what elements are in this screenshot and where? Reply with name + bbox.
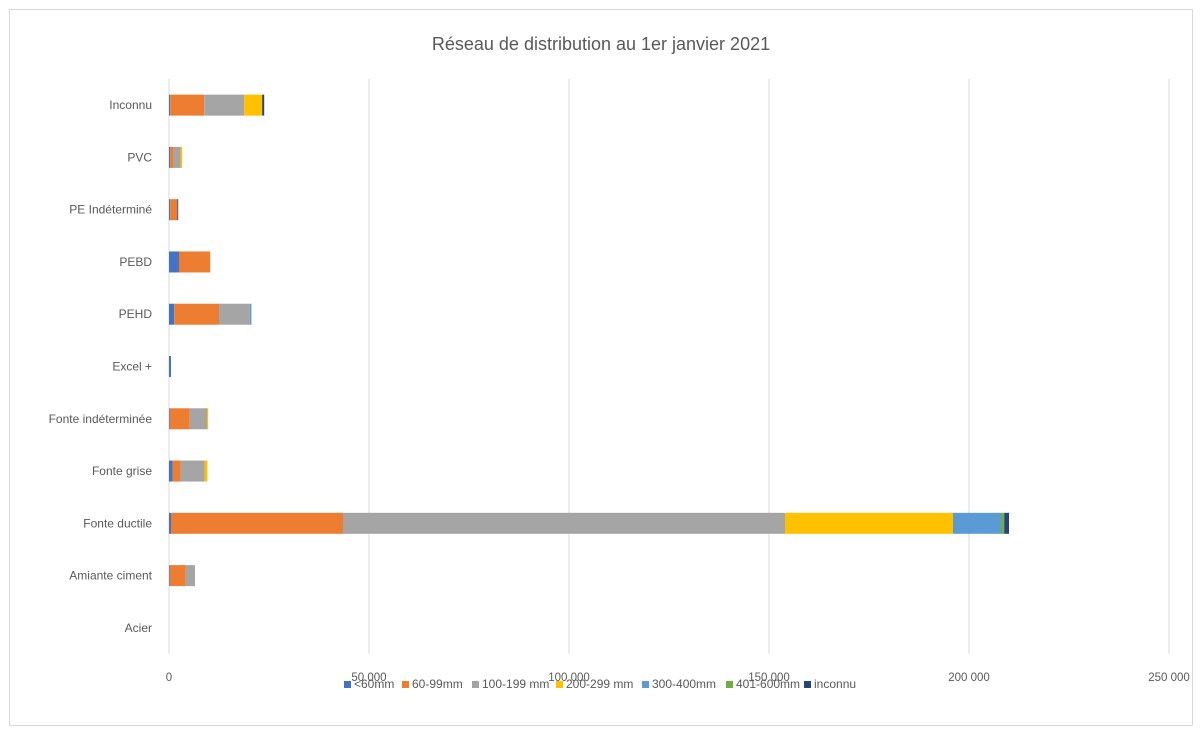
legend-label: 401-600mm [736, 677, 800, 691]
category-label: PVC [127, 150, 152, 164]
x-tick-label: 50 000 [351, 672, 386, 684]
bar-segment [169, 408, 190, 430]
legend: <60mm 60-99mm 100-199 mm 200-299 mm 300-400m… [344, 677, 856, 691]
bar-segment [1001, 512, 1005, 534]
category-label: Fonte ductile [83, 516, 152, 530]
bar-segment [180, 460, 205, 482]
legend-label: 100-199 mm [482, 677, 549, 691]
bar-segment [953, 512, 1001, 534]
bar-segment [173, 146, 181, 168]
legend-item: inconnu [804, 677, 856, 691]
bar-segment [343, 512, 785, 534]
category-labels: Acier Amiante ciment Fonte ductile Fonte gr… [49, 98, 153, 635]
legend-label: <60mm [354, 677, 394, 691]
bar-segment [172, 460, 181, 482]
bar-segment [169, 251, 179, 273]
legend-swatch [726, 681, 733, 688]
legend-item: <60mm [344, 677, 394, 691]
gridlines [168, 79, 1170, 654]
bar-segment [169, 512, 171, 534]
bar-segment [207, 408, 209, 430]
bar-segment [169, 565, 186, 587]
bar-segment [169, 146, 171, 168]
bar-segment [189, 408, 207, 430]
bar-segment [171, 512, 343, 534]
bar-segment [179, 251, 211, 273]
bar-segment [177, 199, 179, 221]
bar-segment [169, 565, 170, 587]
bar-segment [204, 460, 208, 482]
bar-segment [219, 303, 250, 325]
category-label: Amiante ciment [69, 569, 152, 583]
x-tick-label: 250 000 [1148, 672, 1190, 684]
bar-segment [169, 303, 175, 325]
legend-swatch [344, 681, 351, 688]
bar-segment [785, 512, 953, 534]
legend-item: 300-400mm [642, 677, 716, 691]
x-tick-label: 150 000 [748, 672, 790, 684]
bar-segment [249, 303, 252, 325]
x-tick-label: 0 [166, 672, 172, 684]
bar-segment [169, 460, 173, 482]
bar-segment [169, 94, 171, 116]
legend-swatch [402, 681, 409, 688]
chart-title: Réseau de distribution au 1er janvier 20… [432, 34, 770, 54]
legend-label: inconnu [814, 677, 856, 691]
chart-frame [9, 9, 1193, 726]
category-label: Fonte grise [92, 464, 152, 478]
bar-segment [1004, 512, 1009, 534]
legend-item: 200-299 mm [556, 677, 633, 691]
bar-segment [170, 199, 177, 221]
bar-segment [169, 199, 171, 221]
legend-item: 401-600mm [726, 677, 800, 691]
bars [169, 94, 1009, 587]
category-label: Inconnu [109, 98, 152, 112]
legend-item: 100-199 mm [472, 677, 549, 691]
legend-label: 300-400mm [652, 677, 716, 691]
legend-label: 200-299 mm [566, 677, 633, 691]
category-label: Fonte indéterminée [49, 412, 153, 426]
legend-swatch [642, 681, 649, 688]
category-label: PE Indéterminé [69, 203, 152, 217]
bar-segment [174, 303, 219, 325]
bar-segment [170, 146, 174, 168]
bar-segment [185, 565, 195, 587]
category-label: Excel + [112, 360, 152, 374]
bar-segment [169, 408, 170, 430]
bar-segment [169, 356, 171, 377]
legend-swatch [556, 681, 563, 688]
category-label: PEBD [119, 255, 152, 269]
x-tick-label: 200 000 [948, 672, 990, 684]
legend-label: 60-99mm [412, 677, 463, 691]
category-label: Acier [125, 621, 152, 635]
legend-swatch [472, 681, 479, 688]
bar-segment [244, 94, 263, 116]
legend-swatch [804, 681, 811, 688]
bar-segment [170, 94, 205, 116]
category-label: PEHD [119, 307, 153, 321]
legend-item: 60-99mm [402, 677, 463, 691]
bar-segment [204, 94, 245, 116]
bar-segment [262, 94, 265, 116]
bar-segment [180, 146, 183, 168]
